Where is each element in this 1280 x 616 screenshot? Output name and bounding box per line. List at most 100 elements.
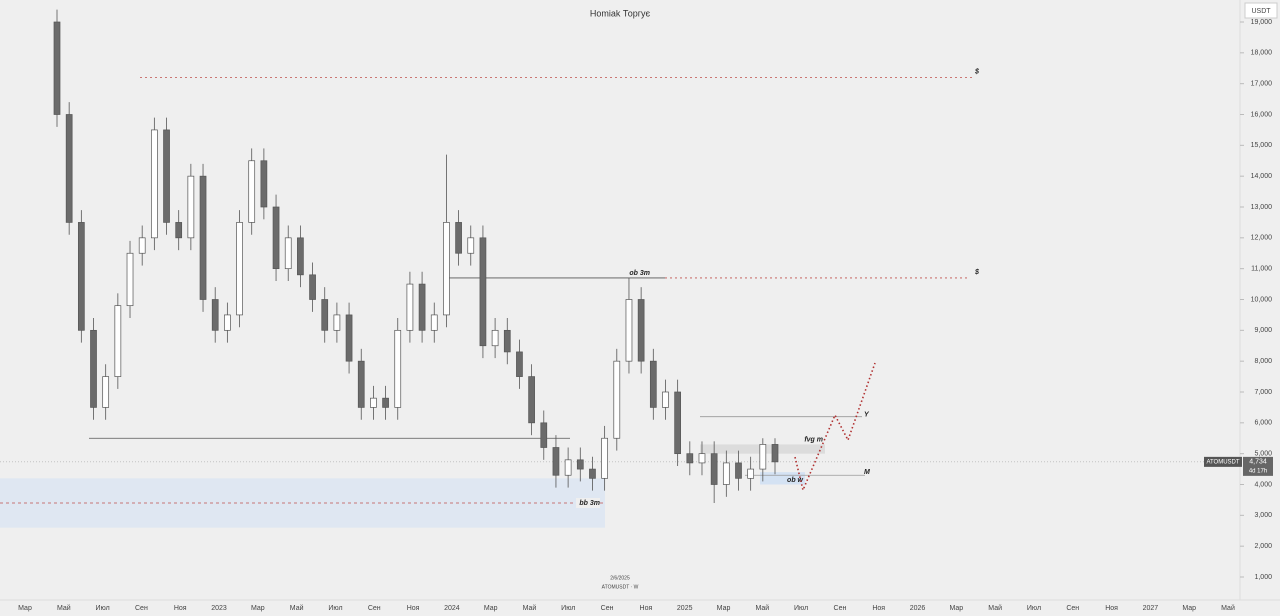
x-tick-label: Май [1221,604,1235,612]
x-tick-label: Май [57,604,71,612]
x-tick-label: Май [290,604,304,612]
candle-body [552,447,560,476]
candle-body [564,459,572,476]
y-tick-label: 7,000 [1254,389,1272,396]
candle-body [333,314,341,331]
x-tick-label: Сен [834,605,847,612]
candle-body [284,237,292,270]
candle-body [516,351,523,377]
y-tick-label: 10,000 [1251,296,1273,303]
annotation: $ [974,269,979,276]
candle-body [771,444,779,463]
candle-body [187,175,195,239]
y-tick-label: 18,000 [1251,50,1273,57]
candle-body [674,391,681,455]
y-tick-label: 3,000 [1254,512,1272,519]
candle-body [759,444,767,470]
x-tick-label: Июл [561,605,575,612]
annotation: M [864,469,870,476]
x-tick-label: Июл [328,605,342,612]
annotation: bb 3m [579,500,600,507]
y-tick-label: 12,000 [1251,235,1273,242]
candle-body [297,237,304,276]
candle-body [430,314,438,331]
candle-body [467,237,475,254]
y-tick-label: 2,000 [1254,543,1272,550]
chart-title: Homiak Торгує [590,8,651,18]
candle-body [722,462,730,485]
candle-body [53,21,61,115]
x-tick-label: Май [523,604,537,612]
candle-body [540,422,548,448]
candle-body [126,252,134,307]
candle-body [163,129,170,223]
y-tick-label: 14,000 [1251,173,1273,180]
candle-body [345,314,353,362]
candle-body [491,329,499,347]
candle-body [589,468,596,479]
candle-body [503,329,511,353]
candle-body [735,462,742,479]
candle-body [698,453,706,464]
candle-body [601,437,608,479]
candle-body [77,222,85,331]
x-tick-label: Ноя [872,605,885,612]
candle-body [613,360,621,439]
x-tick-label: 2024 [444,605,460,612]
candle-body [357,360,365,408]
y-tick-label: 8,000 [1254,358,1272,365]
x-tick-label: Июл [794,605,808,612]
candle-body [260,160,268,208]
x-tick-label: Июл [96,605,110,612]
x-tick-label: 2027 [1143,605,1159,612]
symbol-label: ATOMUSDT [1206,459,1239,465]
y-tick-label: 6,000 [1254,420,1272,427]
candle-body [114,305,122,377]
candle-body [248,160,256,223]
annotation: ob w [787,477,803,484]
candle-body [625,299,633,362]
x-tick-label: Май [755,604,769,612]
candle-body [649,360,657,408]
candle-body [382,397,389,408]
candle-body [394,329,402,408]
x-tick-label: Ноя [1105,605,1118,612]
candle-body [443,222,450,316]
candle-body [138,237,146,254]
countdown: 4d 17h [1249,468,1267,474]
y-tick-label: 19,000 [1251,19,1273,26]
x-tick-label: 2025 [677,605,693,612]
candle-body [479,237,487,347]
annotation: Y [864,412,870,419]
annotation: fvg m [804,436,823,443]
symbol-box [1204,456,1242,467]
currency: USDT [1251,8,1271,15]
x-tick-label: Мар [950,605,964,612]
x-tick-label: Ноя [640,605,653,612]
candle-body [686,453,694,464]
candle-body [637,299,645,362]
y-tick-label: 5,000 [1254,451,1272,458]
x-tick-label: Сен [601,605,614,612]
candle-body [576,459,584,470]
candle-body [309,274,316,300]
footer-date: 2/6/2025 [610,575,630,581]
candle-body [528,376,535,424]
candle-body [65,114,73,223]
y-tick-label: 15,000 [1251,142,1273,149]
candle-body [710,453,718,485]
candle-body [747,468,755,479]
x-tick-label: Мар [1182,605,1196,612]
x-tick-label: Сен [1066,605,1079,612]
x-tick-label: Мар [717,605,731,612]
y-tick-label: 4,000 [1254,481,1272,488]
y-tick-label: 16,000 [1251,111,1273,118]
x-tick-label: Ноя [174,605,187,612]
candle-body [272,206,280,270]
y-tick-label: 1,000 [1254,574,1272,581]
candle-body [370,397,377,408]
footer-symbol: ATOMUSDT · W [602,584,639,590]
x-tick-label: Ноя [407,605,420,612]
y-tick-label: 17,000 [1251,81,1273,88]
